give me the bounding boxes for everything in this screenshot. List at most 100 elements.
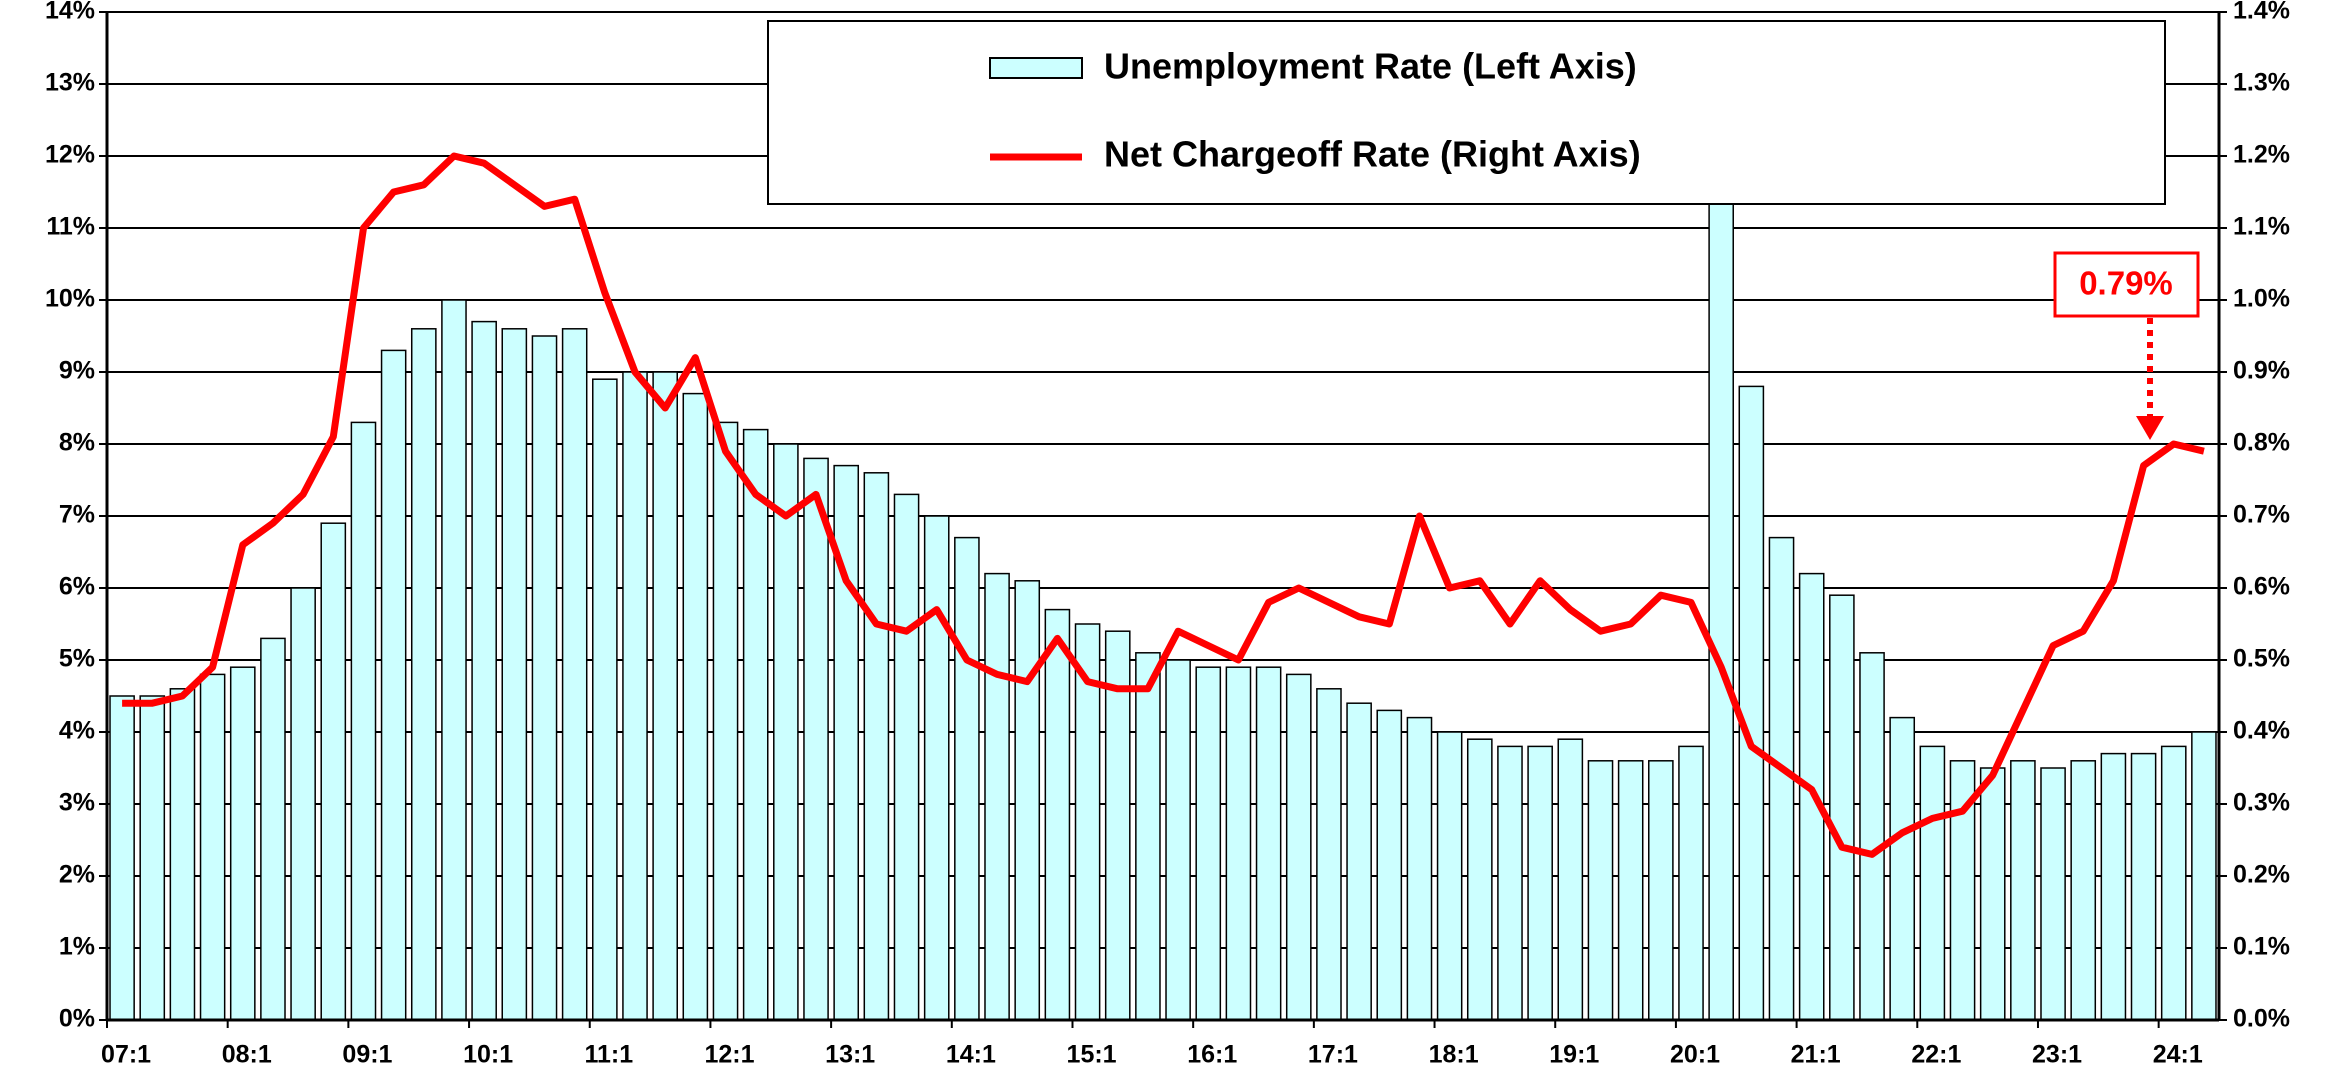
y2-tick-label: 0.0%: [2233, 1005, 2290, 1033]
y-tick-label: 11%: [46, 213, 95, 241]
y2-tick-label: 0.4%: [2233, 717, 2290, 745]
axes: 0% 1% 2% 3% 4% 5% 6% 7% 8% 9% 10% 11% 12% 13% 14% 0.0% 0…: [45, 0, 2290, 1066]
bar: [2040, 767, 2066, 1021]
y-tick-label: 3%: [59, 789, 95, 817]
y-tick-label: 4%: [59, 717, 95, 745]
bar: [1285, 673, 1312, 1021]
y2-tick-label: 0.6%: [2233, 573, 2290, 601]
y2-tick-label: 0.3%: [2233, 789, 2290, 817]
bar: [501, 328, 528, 1021]
bar: [290, 587, 316, 1021]
legend: Unemployment Rate (Left Axis) Net Charge…: [767, 20, 2166, 205]
x-tick-label: 08:1: [222, 1041, 272, 1066]
bar: [229, 666, 256, 1021]
x-tick-label: 18:1: [1429, 1041, 1479, 1066]
x-tick-label: 14:1: [946, 1041, 996, 1066]
bar: [1225, 666, 1252, 1021]
bar: [109, 695, 135, 1021]
x-tick-label: 15:1: [1067, 1041, 1117, 1066]
bar: [1859, 652, 1885, 1021]
x-tick-label: 23:1: [2032, 1041, 2082, 1066]
x-tick-label: 09:1: [342, 1041, 392, 1066]
bar: [954, 536, 980, 1021]
x-tick-label: 17:1: [1308, 1041, 1358, 1066]
x-tick-label: 20:1: [1670, 1041, 1720, 1066]
y-tick-label: 13%: [45, 69, 95, 97]
bar: [803, 457, 829, 1021]
line: [122, 152, 2205, 858]
y2-tick-label: 1.0%: [2233, 285, 2290, 313]
bar: [1889, 716, 1916, 1021]
bar: [1768, 536, 1795, 1021]
x-tick-label: 11:1: [584, 1041, 633, 1066]
bar: [773, 443, 799, 1021]
y-tick-label: 0%: [59, 1005, 95, 1033]
y-tick-label: 14%: [45, 0, 95, 25]
bar: [410, 328, 437, 1021]
bar: [1135, 652, 1161, 1021]
y-tick-label: 12%: [45, 141, 95, 169]
x-tick-label: 10:1: [463, 1041, 513, 1066]
bar: [1104, 630, 1131, 1021]
bar: [1497, 745, 1523, 1021]
bar: [652, 371, 678, 1021]
bar: [1436, 731, 1463, 1021]
bar: [1979, 767, 2006, 1021]
y-tick-label: 2%: [59, 861, 95, 889]
bar: [441, 299, 467, 1021]
annotation-box: [2053, 251, 2200, 318]
bar: [2100, 752, 2127, 1021]
bar: [1406, 716, 1433, 1021]
bar: [1557, 738, 1584, 1021]
bar: [1165, 659, 1191, 1021]
bar: [1617, 760, 1644, 1021]
bar: [1346, 702, 1372, 1021]
bar: [2160, 745, 2187, 1021]
bar: [893, 493, 920, 1021]
bar: [984, 572, 1010, 1021]
y2-tick-label: 1.2%: [2233, 141, 2290, 169]
y2-tick-label: 0.5%: [2233, 645, 2290, 673]
legend-label: Net Chargeoff Rate (Right Axis): [1104, 134, 1641, 175]
bar: [1919, 745, 1946, 1021]
y2-tick-label: 1.1%: [2233, 213, 2290, 241]
x-tick-label: 21:1: [1791, 1041, 1841, 1066]
bar: [592, 378, 618, 1021]
y-tick-label: 7%: [59, 501, 95, 529]
bar: [1195, 666, 1222, 1021]
bar: [561, 328, 588, 1021]
y2-tick-label: 0.1%: [2233, 933, 2290, 961]
bar: [712, 421, 739, 1021]
bar: [2130, 752, 2157, 1021]
bar: [471, 320, 497, 1021]
bar: [2070, 760, 2097, 1021]
bar: [531, 335, 558, 1021]
bar: [260, 637, 286, 1021]
bar: [742, 428, 769, 1021]
y-tick-label: 5%: [59, 645, 95, 673]
x-tick-label: 22:1: [1911, 1041, 1961, 1066]
y2-tick-label: 0.8%: [2233, 429, 2290, 457]
x-tick-label: 16:1: [1187, 1041, 1237, 1066]
x-tick-label: 19:1: [1549, 1041, 1599, 1066]
bar: [320, 522, 347, 1021]
lines: [122, 152, 2205, 858]
bar: [1678, 745, 1704, 1021]
y2-tick-label: 0.9%: [2233, 357, 2290, 385]
bar: [622, 371, 648, 1021]
bar: [199, 673, 226, 1021]
bar: [2191, 731, 2217, 1021]
bar: [1044, 608, 1071, 1021]
y2-tick-label: 1.3%: [2233, 69, 2290, 97]
y-tick-label: 1%: [59, 933, 95, 961]
annotation: 0.79%: [2053, 251, 2200, 440]
y2-tick-label: 0.2%: [2233, 861, 2290, 889]
legend-swatch: [989, 57, 1083, 79]
bar: [139, 695, 166, 1021]
legend-label: Unemployment Rate (Left Axis): [1104, 46, 1637, 87]
bars: [109, 83, 2217, 1021]
x-tick-label: 24:1: [2153, 1041, 2203, 1066]
bar: [1708, 83, 1734, 1021]
bar: [350, 421, 377, 1021]
